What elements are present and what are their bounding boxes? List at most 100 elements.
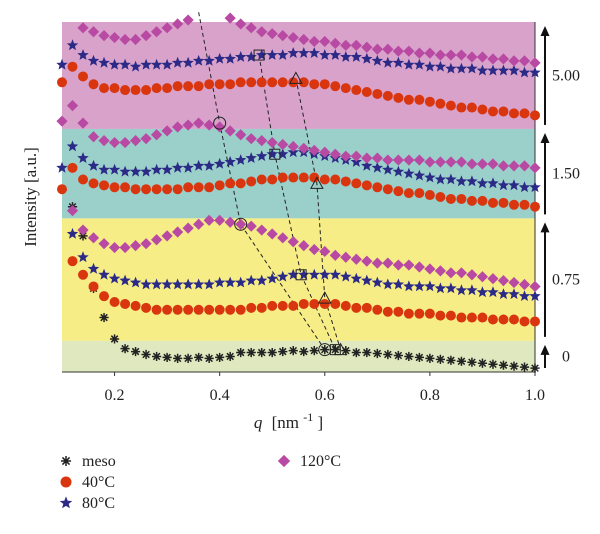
point-star [340, 270, 352, 282]
scale-arrow-head [540, 344, 550, 355]
point-diamond [98, 30, 110, 42]
point-circle [204, 182, 215, 193]
point-circle [319, 79, 330, 90]
point-circle [498, 197, 509, 208]
point-asterisk [204, 353, 214, 363]
point-asterisk [488, 359, 498, 369]
point-star [140, 165, 152, 177]
point-star [476, 64, 489, 76]
point-star [487, 64, 499, 76]
point-circle [330, 174, 341, 185]
point-circle [256, 77, 267, 88]
plot-frame [62, 22, 536, 373]
point-diamond [161, 230, 173, 242]
point-circle [319, 298, 330, 309]
scale-arrow-head [540, 222, 550, 233]
point-asterisk [309, 346, 319, 356]
point-circle [67, 61, 78, 72]
point-star [277, 270, 289, 282]
point-diamond [277, 30, 289, 42]
point-star [161, 278, 173, 290]
point-diamond [403, 259, 415, 271]
point-circle [99, 83, 110, 94]
point-star [308, 47, 320, 58]
point-circle [225, 304, 236, 315]
point-diamond [87, 131, 100, 143]
point-asterisk [477, 358, 488, 368]
point-diamond [256, 224, 268, 236]
point-circle [60, 476, 72, 488]
scale-label: 0.75 [552, 272, 580, 289]
scale-arrow-head [540, 26, 550, 36]
point-circle [267, 174, 278, 185]
point-diamond [140, 133, 152, 145]
point-star [445, 173, 457, 185]
point-asterisk [320, 345, 330, 355]
point-circle [151, 83, 162, 94]
point-diamond [455, 267, 468, 279]
point-star [129, 276, 142, 288]
point-diamond [308, 243, 320, 256]
point-diamond [172, 226, 184, 238]
point-star [497, 179, 510, 191]
point-star [434, 282, 447, 294]
point-star [235, 154, 247, 165]
point-circle [414, 188, 425, 199]
point-diamond [392, 259, 404, 271]
point-diamond [224, 125, 236, 137]
point-star [245, 51, 257, 62]
point-star [413, 169, 426, 181]
point-circle [141, 85, 152, 96]
point-star [308, 268, 320, 280]
point-diamond [66, 100, 79, 112]
point-star [224, 52, 236, 64]
point-circle [67, 256, 78, 267]
point-star [266, 49, 278, 60]
point-diamond [119, 136, 131, 149]
point-circle [424, 308, 435, 319]
point-star [77, 152, 89, 163]
point-diamond [203, 119, 215, 131]
point-circle [193, 182, 204, 193]
point-asterisk [215, 352, 225, 363]
point-diamond [361, 255, 373, 267]
point-star [129, 165, 142, 177]
point-star [424, 280, 436, 292]
point-asterisk [109, 334, 120, 344]
point-circle [235, 304, 246, 315]
peak-square [253, 49, 265, 61]
point-star [392, 278, 405, 290]
point-star [182, 278, 194, 290]
point-asterisk [530, 363, 540, 373]
point-star [361, 274, 373, 286]
point-star [119, 58, 131, 70]
point-circle [204, 79, 215, 90]
point-diamond [308, 144, 320, 156]
point-circle [67, 162, 78, 173]
point-circle [508, 108, 519, 119]
point-star [77, 251, 89, 263]
point-circle [57, 77, 67, 88]
point-diamond [140, 238, 152, 250]
point-diamond [277, 454, 291, 468]
point-diamond [203, 214, 215, 226]
point-star [224, 276, 236, 288]
point-circle [246, 176, 257, 187]
point-circle [225, 79, 236, 90]
x-tick-label: 0.8 [420, 387, 440, 404]
point-star [77, 49, 89, 60]
point-diamond [382, 43, 394, 55]
point-star [224, 156, 236, 167]
point-diamond [350, 39, 362, 51]
point-diamond [382, 154, 394, 166]
point-diamond [455, 49, 468, 61]
point-circle [130, 300, 141, 311]
point-diamond [235, 18, 247, 30]
point-diamond [424, 156, 436, 168]
point-diamond [403, 154, 415, 166]
point-star [455, 62, 468, 74]
point-circle [487, 314, 498, 325]
point-circle [141, 302, 152, 313]
point-circle [183, 81, 194, 92]
point-diamond [245, 133, 257, 145]
